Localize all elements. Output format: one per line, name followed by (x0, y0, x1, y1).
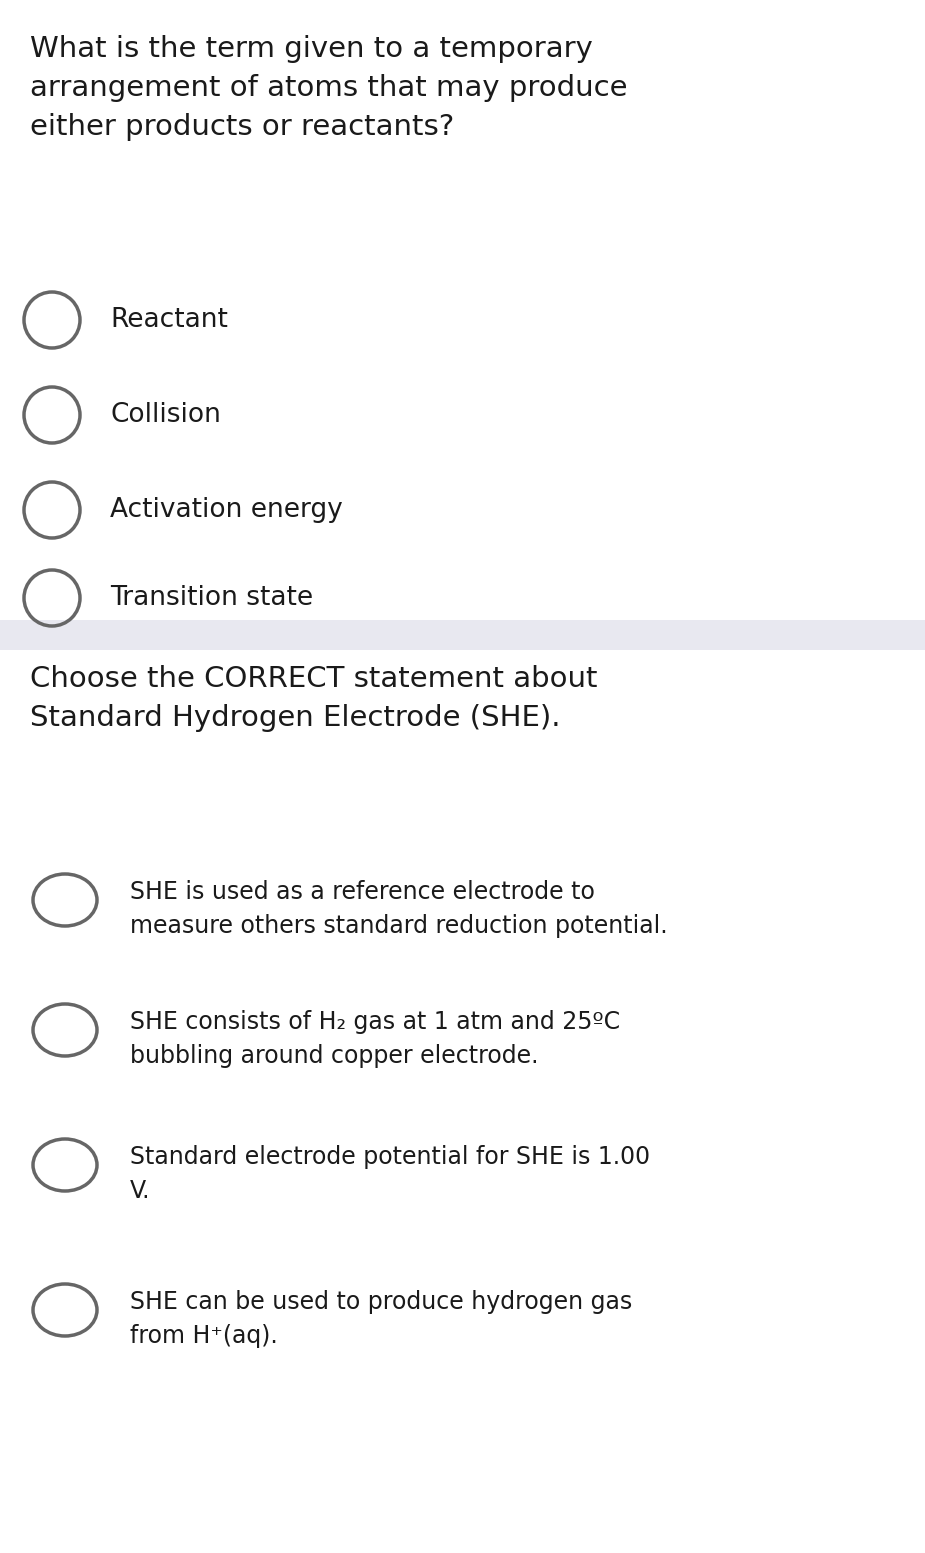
FancyBboxPatch shape (0, 0, 925, 620)
Text: Transition state: Transition state (110, 585, 314, 610)
Text: Standard electrode potential for SHE is 1.00
V.: Standard electrode potential for SHE is … (130, 1145, 650, 1202)
Text: Collision: Collision (110, 402, 221, 429)
FancyBboxPatch shape (0, 651, 925, 1553)
Text: SHE is used as a reference electrode to
measure others standard reduction potent: SHE is used as a reference electrode to … (130, 881, 668, 938)
Text: Reactant: Reactant (110, 307, 228, 332)
Text: What is the term given to a temporary
arrangement of atoms that may produce
eith: What is the term given to a temporary ar… (30, 36, 627, 141)
Text: Activation energy: Activation energy (110, 497, 343, 523)
Text: SHE consists of H₂ gas at 1 atm and 25ºC
bubbling around copper electrode.: SHE consists of H₂ gas at 1 atm and 25ºC… (130, 1009, 620, 1067)
Text: SHE can be used to produce hydrogen gas
from H⁺(aq).: SHE can be used to produce hydrogen gas … (130, 1291, 633, 1348)
Bar (0, 620, 925, 651)
Text: Choose the CORRECT statement about
Standard Hydrogen Electrode (SHE).: Choose the CORRECT statement about Stand… (30, 665, 598, 731)
